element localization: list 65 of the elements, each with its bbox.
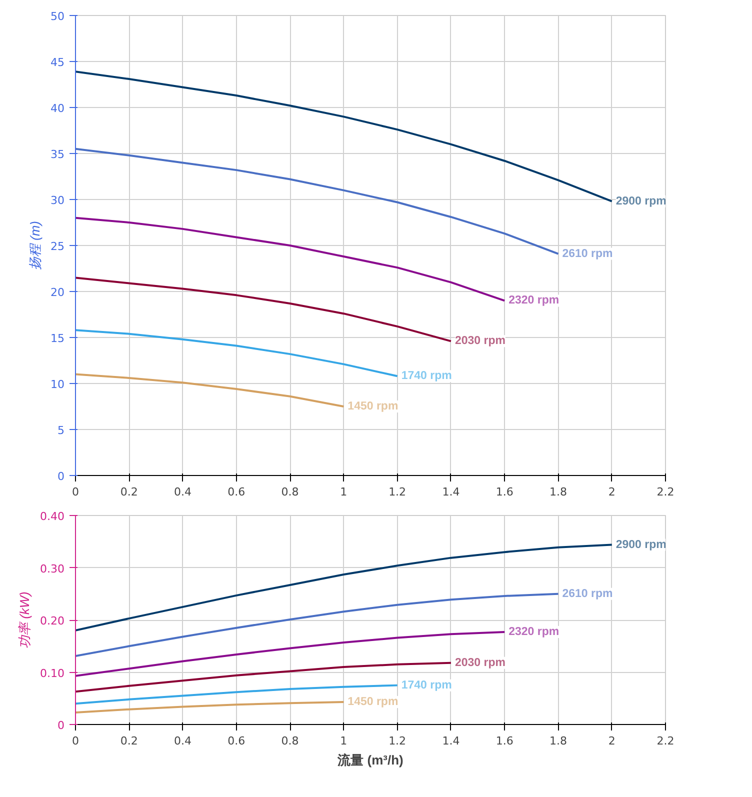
x-tick-label: 2 bbox=[608, 734, 616, 748]
line-series bbox=[76, 70, 613, 202]
x-tick-label: 0.8 bbox=[281, 734, 299, 748]
line-series bbox=[76, 662, 452, 693]
x-tick-label: 1 bbox=[340, 734, 348, 748]
y-tick-label: 0.10 bbox=[40, 666, 65, 680]
y-tick-label: 0.30 bbox=[40, 562, 65, 576]
y-tick-label: 50 bbox=[50, 10, 65, 23]
series-label: 2610 rpm bbox=[562, 588, 613, 600]
series-label: 1740 rpm bbox=[401, 679, 452, 692]
x-tick-label: 2.2 bbox=[656, 734, 674, 748]
line-series bbox=[76, 631, 506, 677]
x-tick-label: 1.6 bbox=[496, 734, 514, 748]
y-tick-label: 30 bbox=[50, 194, 65, 207]
y-tick-label: 40 bbox=[50, 102, 65, 115]
series-label: 2900 rpm bbox=[616, 195, 666, 208]
y-tick-label: 0.20 bbox=[40, 614, 65, 628]
x-tick-label: 0.8 bbox=[281, 486, 299, 498]
x-tick-label: 2 bbox=[608, 486, 616, 498]
y-tick-label: 45 bbox=[50, 56, 65, 69]
x-tick-label: 0.6 bbox=[228, 734, 246, 748]
y-tick-label: 5 bbox=[58, 424, 64, 437]
x-tick-label: 1.2 bbox=[388, 486, 406, 498]
series-label: 1450 rpm bbox=[348, 400, 398, 412]
x-tick-label: 1.2 bbox=[388, 734, 406, 748]
x-axis-title: 流量 (m³/h) bbox=[336, 752, 404, 768]
y-tick-label: 15 bbox=[50, 332, 65, 345]
x-tick-label: 0.2 bbox=[120, 734, 138, 748]
series-label: 1450 rpm bbox=[348, 696, 398, 708]
x-tick-label: 0.4 bbox=[174, 734, 192, 748]
series-label: 2320 rpm bbox=[508, 294, 560, 307]
series-label: 2030 rpm bbox=[454, 335, 506, 348]
line-series bbox=[76, 701, 345, 714]
y-tick-label: 35 bbox=[50, 148, 65, 161]
x-tick-label: 0.4 bbox=[174, 486, 192, 498]
x-tick-label: 0 bbox=[72, 734, 79, 748]
x-tick-label: 1.6 bbox=[496, 486, 514, 498]
y-tick-label: 0.40 bbox=[40, 510, 65, 523]
x-tick-label: 0.2 bbox=[120, 486, 138, 498]
line-series bbox=[76, 276, 452, 342]
y-tick-label: 10 bbox=[50, 378, 65, 391]
x-tick-label: 1.4 bbox=[442, 734, 460, 748]
line-series bbox=[76, 329, 398, 378]
series-label: 2610 rpm bbox=[562, 248, 613, 260]
y-tick-label: 25 bbox=[50, 240, 65, 253]
y-tick-label: 20 bbox=[50, 286, 65, 299]
line-series bbox=[76, 148, 560, 255]
line-series bbox=[76, 592, 560, 658]
x-tick-label: 1 bbox=[340, 486, 348, 498]
x-tick-label: 1.8 bbox=[549, 486, 567, 498]
line-series bbox=[76, 373, 345, 408]
series-label: 2320 rpm bbox=[508, 626, 560, 638]
x-tick-label: 1.4 bbox=[442, 486, 460, 498]
x-tick-label: 1.8 bbox=[549, 734, 567, 748]
series-label: 2030 rpm bbox=[454, 656, 506, 669]
y-tick-label: 0 bbox=[58, 470, 64, 483]
line-series bbox=[76, 216, 506, 302]
x-tick-label: 0 bbox=[72, 486, 79, 498]
x-tick-label: 0.6 bbox=[228, 486, 246, 498]
y-axis-title: 功率 (kW) bbox=[17, 591, 32, 649]
x-tick-label: 2.2 bbox=[656, 486, 674, 498]
y-axis-title: 扬程 (m) bbox=[28, 220, 43, 270]
y-tick-label: 0 bbox=[58, 719, 64, 732]
series-label: 2900 rpm bbox=[616, 538, 666, 551]
series-label: 1740 rpm bbox=[401, 370, 452, 382]
